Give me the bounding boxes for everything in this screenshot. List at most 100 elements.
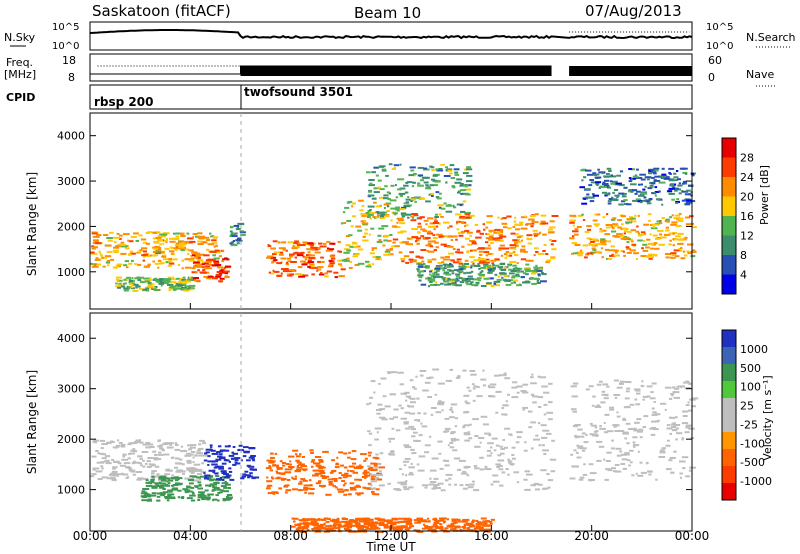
heatmap-cell <box>611 253 614 256</box>
heatmap-cell <box>294 469 299 472</box>
heatmap-cell <box>444 427 451 430</box>
heatmap-cell <box>413 431 418 434</box>
heatmap-cell <box>370 480 377 483</box>
heatmap-cell <box>677 184 683 187</box>
heatmap-cell <box>462 470 466 473</box>
heatmap-cell <box>542 449 549 452</box>
heatmap-cell <box>492 474 499 477</box>
heatmap-cell <box>499 229 504 231</box>
heatmap-cell <box>529 269 536 272</box>
heatmap-cell <box>204 452 208 455</box>
heatmap-cell <box>371 247 377 250</box>
heatmap-cell <box>504 266 507 269</box>
heatmap-cell <box>309 488 315 490</box>
heatmap-cell <box>463 518 470 521</box>
heatmap-cell <box>681 456 689 459</box>
heatmap-cell <box>482 384 486 387</box>
heatmap-cell <box>434 393 438 396</box>
heatmap-cell <box>371 263 374 266</box>
heatmap-cell <box>468 389 472 392</box>
heatmap-cell <box>154 245 160 248</box>
heatmap-cell <box>119 464 126 467</box>
heatmap-cell <box>678 182 682 185</box>
heatmap-cell <box>551 215 559 217</box>
heatmap-cell <box>599 228 602 230</box>
heatmap-cell <box>217 266 224 269</box>
heatmap-cell <box>510 282 514 285</box>
heatmap-cell <box>503 372 507 375</box>
heatmap-cell <box>536 269 543 272</box>
heatmap-cell <box>654 186 658 189</box>
heatmap-cell <box>449 446 455 449</box>
heatmap-cell <box>391 245 395 248</box>
heatmap-cell <box>509 244 517 247</box>
heatmap-cell <box>210 449 216 452</box>
heatmap-cell <box>412 172 417 175</box>
heatmap-cell <box>428 225 435 228</box>
heatmap-cell <box>664 253 671 255</box>
heatmap-cell <box>654 413 661 416</box>
heatmap-cell <box>456 178 463 181</box>
heatmap-cell <box>473 259 480 262</box>
heatmap-cell <box>671 214 674 217</box>
heatmap-cell <box>513 471 520 474</box>
heatmap-cell <box>671 198 675 201</box>
heatmap-cell <box>488 434 492 437</box>
heatmap-cell <box>272 253 277 256</box>
heatmap-cell <box>596 184 599 187</box>
heatmap-cell <box>651 426 657 429</box>
heatmap-cell <box>648 253 655 256</box>
heatmap-cell <box>349 519 354 521</box>
heatmap-cell <box>671 426 677 428</box>
heatmap-cell <box>91 247 96 250</box>
heatmap-cell <box>497 459 505 462</box>
heatmap-cell <box>95 242 102 245</box>
heatmap-cell <box>300 273 305 276</box>
heatmap-cell <box>606 240 611 243</box>
heatmap-cell <box>119 243 127 246</box>
heatmap-cell <box>490 285 495 287</box>
heatmap-cell <box>125 476 129 479</box>
heatmap-cell <box>417 174 424 177</box>
heatmap-cell <box>156 499 161 502</box>
heatmap-cell <box>442 269 446 272</box>
heatmap-cell <box>292 245 296 247</box>
heatmap-cell <box>244 474 249 477</box>
heatmap-cell <box>355 517 359 520</box>
heatmap-cell <box>353 530 357 533</box>
heatmap-cell <box>431 240 436 243</box>
heatmap-cell <box>687 252 692 255</box>
heatmap-cell <box>475 281 480 284</box>
heatmap-cell <box>196 259 204 262</box>
heatmap-cell <box>469 239 476 242</box>
heatmap-cell <box>450 403 458 406</box>
heatmap-cell <box>167 493 175 496</box>
heatmap-cell <box>343 527 350 530</box>
heatmap-cell <box>456 228 460 231</box>
heatmap-cell <box>534 247 539 250</box>
heatmap-cell <box>462 487 468 490</box>
heatmap-cell <box>603 422 606 424</box>
heatmap-cell <box>132 448 136 451</box>
heatmap-cell <box>660 176 665 179</box>
heatmap-cell <box>411 185 415 188</box>
x-tick-label: 08:00 <box>273 529 308 543</box>
heatmap-cell <box>646 385 653 388</box>
heatmap-cell <box>505 283 512 286</box>
heatmap-cell <box>237 237 242 240</box>
heatmap-cell <box>165 261 169 264</box>
heatmap-cell <box>401 260 405 263</box>
heatmap-cell <box>405 198 412 201</box>
heatmap-cell <box>168 497 176 500</box>
heatmap-cell <box>423 176 430 179</box>
heatmap-cell <box>653 169 659 172</box>
heatmap-cell <box>621 458 628 461</box>
heatmap-cell <box>214 249 220 252</box>
heatmap-cell <box>143 255 146 258</box>
heatmap-cell <box>362 472 368 475</box>
heatmap-cell <box>470 266 473 269</box>
y-tick-label: 3000 <box>57 383 85 396</box>
heatmap-cell <box>665 256 670 259</box>
heatmap-cell <box>343 493 348 496</box>
heatmap-cell <box>212 254 216 257</box>
